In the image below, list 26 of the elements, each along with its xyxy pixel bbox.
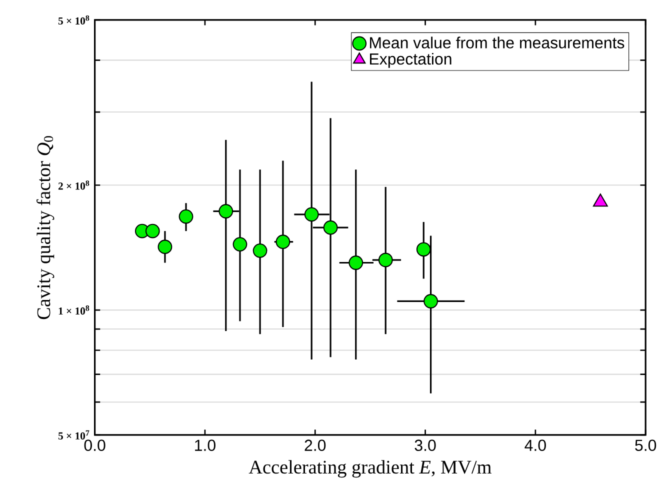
y-tick-label: 1 × 10$^{8}$ xyxy=(58,305,90,315)
point xyxy=(378,252,393,268)
point xyxy=(323,220,338,235)
y-tick-label: 2 × 10$^{8}$ xyxy=(58,180,90,190)
x-tick-label: 0.0 xyxy=(84,440,106,451)
point xyxy=(145,224,160,238)
point xyxy=(158,240,172,254)
point xyxy=(252,243,268,258)
y-tick-label: 5 × 10$^{8}$ xyxy=(58,15,90,25)
legend-label: Expectation xyxy=(370,52,452,68)
x-tick-label: 3.0 xyxy=(414,440,436,451)
point xyxy=(218,204,234,218)
x-tick-label: 2.0 xyxy=(304,440,326,451)
x-tick-label: 4.0 xyxy=(524,440,546,451)
point xyxy=(178,209,194,224)
point xyxy=(232,237,248,252)
y-axis-title: Cavity quality factor Q$_{0}$ xyxy=(36,136,54,320)
point xyxy=(416,242,431,257)
legend-label: Mean value from the measurements xyxy=(370,36,624,48)
x-tick-label: 1.0 xyxy=(195,440,216,451)
point xyxy=(304,207,319,222)
y-tick-label: 5 × 10$^{7}$ xyxy=(58,430,90,440)
x-axis-title: Accelerating gradient E, MV/m xyxy=(248,460,492,478)
point xyxy=(424,294,438,308)
point xyxy=(348,256,364,270)
x-tick-label: 5.0 xyxy=(635,440,656,451)
